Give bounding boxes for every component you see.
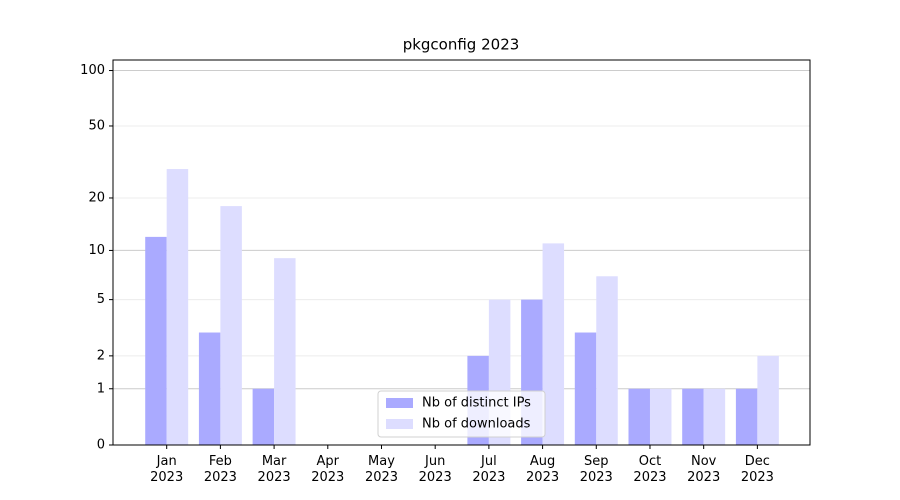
- y-tick-label: 20: [88, 190, 105, 205]
- x-tick-label: Sep 2023: [580, 454, 613, 485]
- bar: [166, 169, 189, 446]
- bar: [757, 355, 779, 445]
- x-tick-label: Jun 2023: [419, 454, 452, 485]
- x-tick-label: Mar 2023: [258, 454, 291, 485]
- legend-label: Nb of downloads: [422, 417, 531, 432]
- y-tick-label: 0: [97, 438, 105, 453]
- legend-swatch: [386, 419, 413, 429]
- bar: [274, 258, 296, 445]
- bar: [574, 332, 597, 445]
- y-tick-label: 50: [88, 118, 105, 133]
- x-tick-label: Dec 2023: [741, 454, 774, 485]
- y-tick-label: 10: [88, 243, 105, 258]
- x-tick-label: May 2023: [365, 454, 398, 485]
- legend-swatch: [386, 398, 413, 408]
- x-tick-label: Feb 2023: [204, 454, 237, 485]
- x-tick-label: Nov 2023: [687, 454, 720, 485]
- x-tick-label: Jul 2023: [472, 454, 505, 485]
- bar: [542, 243, 565, 445]
- bar: [735, 388, 758, 445]
- x-tick-label: Jan 2023: [150, 454, 183, 485]
- y-tick-label: 2: [97, 348, 105, 363]
- y-tick-label: 5: [97, 292, 105, 307]
- bar: [252, 388, 275, 445]
- plot-frame: [112, 59, 811, 446]
- y-tick-label: 100: [80, 63, 105, 78]
- bar: [198, 332, 221, 445]
- x-tick-label: Aug 2023: [526, 454, 559, 485]
- bar: [220, 206, 242, 445]
- bar: [145, 236, 167, 445]
- y-tick-label: 1: [97, 381, 105, 396]
- legend-label: Nb of distinct IPs: [422, 396, 531, 411]
- bar: [682, 388, 704, 445]
- x-tick-label: Apr 2023: [311, 454, 344, 485]
- bar: [596, 276, 618, 445]
- bar: [628, 388, 650, 445]
- x-tick-label: Oct 2023: [633, 454, 666, 485]
- chart-title: pkgconfig 2023: [403, 36, 520, 54]
- bar: [649, 388, 672, 445]
- bar: [703, 388, 726, 445]
- legend-box: [377, 390, 546, 438]
